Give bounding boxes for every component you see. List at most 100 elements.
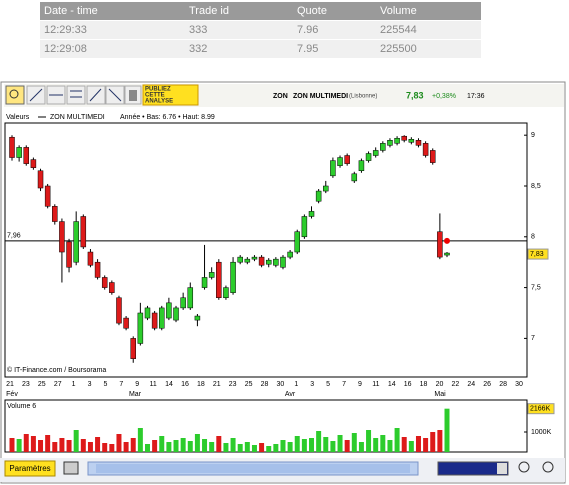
x-tick-label: 9 bbox=[135, 381, 139, 388]
candle-body bbox=[415, 140, 422, 146]
volume-bar bbox=[330, 441, 336, 452]
volume-bar bbox=[30, 436, 36, 452]
header-cell: Volume bbox=[380, 5, 417, 17]
candle-body bbox=[208, 272, 215, 278]
volume-bar bbox=[102, 443, 108, 452]
x-tick-label: 18 bbox=[420, 381, 428, 388]
settings-button[interactable] bbox=[4, 460, 56, 477]
volume-bar bbox=[45, 435, 51, 452]
candle-body bbox=[308, 211, 315, 217]
tool-zoom[interactable] bbox=[5, 85, 25, 105]
volume-bar bbox=[351, 433, 357, 452]
candle-body bbox=[223, 287, 229, 299]
x-tick-label: 21 bbox=[213, 381, 221, 388]
candle-body bbox=[358, 160, 365, 172]
candle-body bbox=[444, 252, 450, 256]
x-tick-label: 26 bbox=[483, 381, 491, 388]
stock-name: ZON MULTIMEDI bbox=[293, 93, 348, 100]
volume-bar bbox=[87, 442, 93, 452]
x-tick-label: 14 bbox=[388, 381, 396, 388]
candle-body bbox=[380, 143, 386, 151]
x-tick-label: 23 bbox=[229, 381, 237, 388]
cell: 225500 bbox=[380, 43, 417, 55]
candle-body bbox=[109, 282, 115, 293]
time: 17:36 bbox=[467, 93, 485, 100]
tool-fibo[interactable] bbox=[66, 85, 86, 105]
volume-bar bbox=[437, 430, 443, 452]
candle-body bbox=[130, 338, 136, 359]
x-tick-label: 30 bbox=[277, 381, 285, 388]
x-tick-label: 30 bbox=[515, 381, 523, 388]
candle-body bbox=[330, 160, 336, 177]
candle-body bbox=[216, 261, 222, 299]
x-tick-label: 22 bbox=[451, 381, 459, 388]
tool-icons[interactable] bbox=[5, 84, 199, 106]
volume-bar bbox=[187, 441, 193, 452]
candle-body bbox=[151, 312, 158, 329]
volume-bar bbox=[358, 442, 364, 452]
volume-bar bbox=[159, 436, 165, 452]
candle-body bbox=[244, 258, 251, 263]
cell: 12:29:08 bbox=[44, 43, 87, 55]
candle-body bbox=[273, 258, 279, 266]
candle-body bbox=[429, 150, 436, 163]
cell: 333 bbox=[189, 24, 208, 36]
candle-body bbox=[52, 206, 58, 222]
market: (Lisbonne) bbox=[349, 94, 377, 100]
print-button[interactable] bbox=[63, 461, 79, 475]
price-tag bbox=[527, 248, 549, 260]
volume-bar bbox=[430, 432, 436, 452]
candle-body bbox=[30, 159, 37, 168]
x-tick-label: 18 bbox=[197, 381, 205, 388]
cell: 7.96 bbox=[297, 24, 319, 36]
volume-bar bbox=[344, 440, 350, 452]
price-tag-label: 7,83 bbox=[530, 251, 544, 258]
month-label: Mai bbox=[434, 391, 446, 398]
x-tick-label: 16 bbox=[404, 381, 412, 388]
publish-button[interactable] bbox=[142, 84, 199, 106]
volume-bar bbox=[237, 444, 243, 452]
x-tick-label: 5 bbox=[326, 381, 330, 388]
widget-frame bbox=[0, 81, 566, 484]
publish-text: CETTE bbox=[145, 93, 165, 99]
candle-body bbox=[180, 297, 186, 309]
volume-bar bbox=[373, 438, 379, 452]
volume-tag bbox=[527, 403, 555, 415]
candle-body bbox=[422, 143, 429, 156]
scroll-thumb[interactable] bbox=[96, 464, 410, 473]
volume-bar bbox=[144, 444, 150, 452]
volume-tag-label: 2166K bbox=[530, 406, 551, 413]
candle-body bbox=[201, 277, 208, 288]
y-tick-label: 9 bbox=[531, 132, 535, 139]
candle-body bbox=[80, 216, 87, 248]
volume-bar bbox=[66, 440, 72, 452]
publish-text: ANALYSE bbox=[145, 99, 173, 105]
x-tick-label: 1 bbox=[72, 381, 76, 388]
x-tick-label: 20 bbox=[436, 381, 444, 388]
zoom-out[interactable] bbox=[518, 461, 530, 473]
period-select[interactable] bbox=[437, 461, 509, 476]
volume-bar bbox=[52, 442, 58, 452]
volume-bar bbox=[280, 440, 286, 452]
volume-bar bbox=[180, 438, 186, 452]
volume-bar bbox=[244, 442, 250, 452]
candle-body bbox=[351, 173, 358, 182]
volume-bar bbox=[316, 431, 322, 452]
last-trade-dot bbox=[444, 237, 450, 244]
volume-bar bbox=[444, 408, 450, 452]
trades-table: Date - time Trade id Quote Volume 12:29:… bbox=[40, 2, 481, 58]
volume-bar bbox=[294, 436, 300, 452]
volume-bar bbox=[323, 437, 329, 452]
zoom-in[interactable] bbox=[542, 461, 554, 473]
icon bbox=[129, 90, 137, 101]
candle-body bbox=[237, 256, 243, 263]
volume-bar bbox=[9, 438, 15, 452]
cell: 7.95 bbox=[297, 43, 319, 55]
volume-bar bbox=[366, 430, 372, 452]
x-tick-label: 28 bbox=[261, 381, 269, 388]
y-tick-label: 8 bbox=[531, 234, 535, 241]
month-label: Avr bbox=[285, 391, 296, 398]
candle-body bbox=[37, 170, 44, 189]
volume-bar bbox=[209, 442, 215, 452]
